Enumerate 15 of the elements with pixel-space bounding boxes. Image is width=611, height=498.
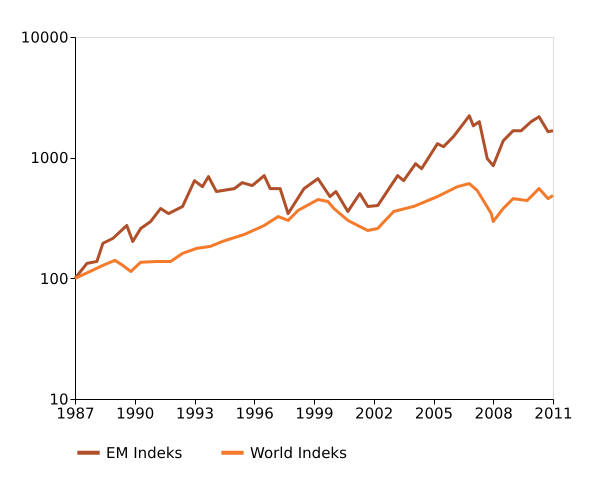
x-tick-label: 1993 (176, 404, 214, 422)
legend-label: EM Indeks (106, 444, 183, 462)
y-tick-label: 100 (40, 270, 68, 288)
x-tick-label: 1999 (295, 404, 334, 422)
legend-label: World Indeks (250, 444, 348, 462)
y-tick-label: 1000 (30, 149, 68, 168)
x-tick-label: 1990 (116, 404, 154, 422)
x-tick-label: 2008 (474, 404, 513, 422)
line-series (74, 114, 554, 280)
y-tick-label: 10000 (20, 28, 68, 46)
x-tick-label: 1996 (236, 404, 274, 422)
x-tick-label: 2002 (355, 404, 394, 422)
x-tick-label: 2005 (414, 404, 454, 422)
x-tick-label: 2011 (534, 404, 573, 422)
line-series (74, 182, 554, 280)
